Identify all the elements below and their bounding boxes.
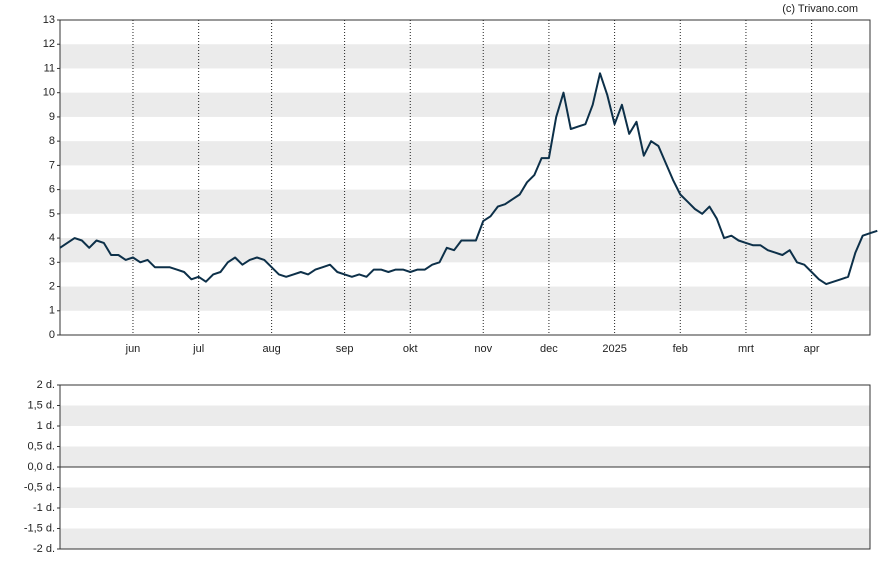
x-tick-label: jul: [192, 343, 204, 355]
y-tick-label: 0: [49, 329, 55, 341]
grid-band: [60, 286, 870, 311]
y-tick-label: 1: [49, 305, 55, 317]
grid-band: [60, 405, 870, 426]
grid-band: [60, 238, 870, 263]
y-tick-label: 7: [49, 159, 55, 171]
x-tick-label: jun: [125, 343, 141, 355]
y-tick-label: 10: [43, 87, 55, 99]
y-tick-label: 0,0 d.: [27, 461, 55, 473]
y-tick-label: 3: [49, 256, 55, 268]
y-tick-label: -1,5 d.: [24, 522, 55, 534]
grid-band: [60, 141, 870, 166]
y-tick-label: 6: [49, 184, 55, 196]
y-tick-label: 4: [49, 232, 55, 244]
grid-band: [60, 528, 870, 549]
x-tick-label: 2025: [602, 343, 626, 355]
x-tick-label: sep: [336, 343, 354, 355]
x-tick-label: dec: [540, 343, 558, 355]
y-tick-label: 1,5 d.: [27, 399, 55, 411]
price-line: [59, 72, 878, 286]
plot-frame: [59, 384, 871, 550]
x-tick-label: feb: [673, 343, 688, 355]
plot-frame: [59, 19, 871, 336]
y-tick-label: 13: [43, 14, 55, 26]
y-tick-label: 0,5 d.: [27, 440, 55, 452]
y-tick-label: 1 d.: [37, 420, 55, 432]
x-tick-label: nov: [474, 343, 492, 355]
y-tick-label: -0,5 d.: [24, 481, 55, 493]
y-tick-label: 9: [49, 111, 55, 123]
y-tick-label: 12: [43, 38, 55, 50]
grid-band: [60, 446, 870, 467]
y-tick-label: -2 d.: [33, 543, 55, 555]
grid-band: [60, 487, 870, 508]
x-tick-label: mrt: [738, 343, 754, 355]
y-tick-label: -1 d.: [33, 502, 55, 514]
grid-band: [60, 44, 870, 69]
y-tick-label: 2 d.: [37, 379, 55, 391]
source-note: (c) Trivano.com: [782, 3, 858, 15]
x-tick-label: aug: [262, 343, 280, 355]
x-tick-label: okt: [403, 343, 418, 355]
y-tick-label: 5: [49, 208, 55, 220]
y-tick-label: 2: [49, 280, 55, 292]
y-tick-label: 11: [44, 62, 55, 74]
grid-band: [60, 189, 870, 214]
grid-band: [60, 92, 870, 117]
y-tick-label: 8: [49, 135, 55, 147]
x-tick-label: apr: [804, 343, 820, 355]
